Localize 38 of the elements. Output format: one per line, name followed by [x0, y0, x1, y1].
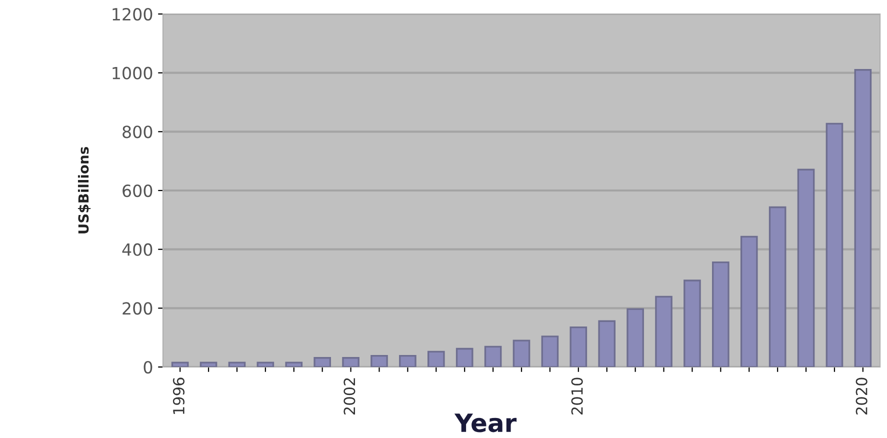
y-axis-title: US$Billions — [78, 147, 91, 234]
bar — [427, 350, 445, 367]
x-tick-label: 1996 — [172, 378, 185, 414]
bar — [342, 357, 360, 367]
bar — [171, 362, 189, 367]
bar — [484, 346, 502, 367]
bar — [370, 354, 388, 367]
bar — [740, 236, 758, 367]
bar — [256, 362, 274, 367]
x-tick-label: 2010 — [571, 378, 583, 414]
y-tick-label: 800 — [122, 126, 152, 138]
bar — [626, 308, 644, 367]
bar — [512, 340, 530, 367]
y-tick-label: 0 — [144, 360, 152, 374]
y-tick-label: 400 — [122, 243, 152, 256]
bar — [684, 280, 701, 367]
bar — [228, 362, 246, 367]
bar — [314, 357, 331, 367]
bar — [456, 348, 474, 367]
bar — [399, 354, 416, 367]
bar — [285, 362, 303, 367]
x-tick-label: 2002 — [344, 378, 356, 414]
x-axis-title: Year — [454, 414, 517, 432]
y-tick-label: 200 — [122, 302, 152, 315]
bar — [797, 168, 815, 367]
bar — [854, 69, 872, 367]
y-tick-label: 1200 — [112, 8, 152, 21]
bar — [200, 362, 218, 367]
y-tick-label: 1000 — [112, 66, 152, 80]
bar — [826, 122, 844, 367]
bar — [768, 206, 786, 367]
x-tick-label: 2020 — [856, 378, 868, 414]
bar — [712, 261, 730, 367]
bar — [655, 296, 672, 367]
y-tick-label: 600 — [122, 184, 152, 198]
bar — [570, 326, 588, 367]
bar — [598, 320, 616, 367]
bar — [541, 336, 559, 367]
